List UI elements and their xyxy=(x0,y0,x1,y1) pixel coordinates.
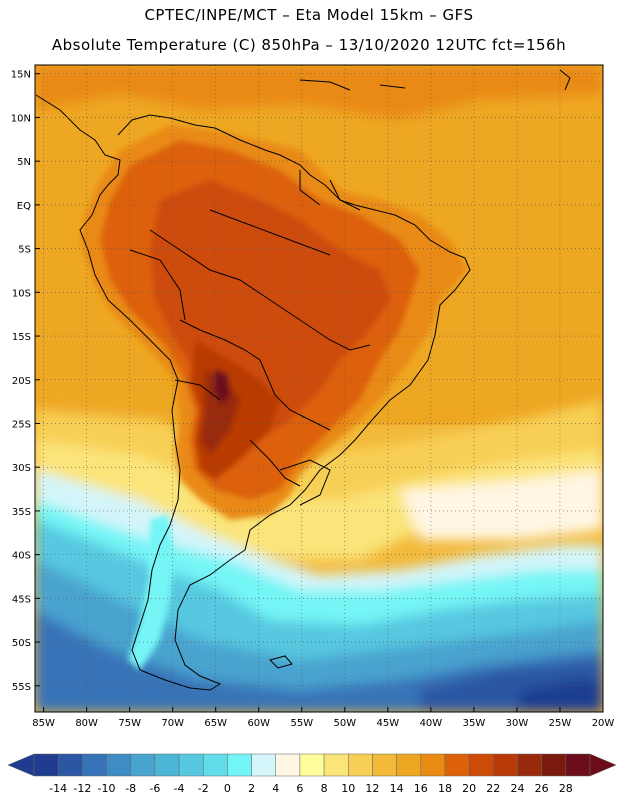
colorbar-swatch xyxy=(444,753,470,777)
colorbar-tick-label: 14 xyxy=(390,782,404,795)
lat-label: 5S xyxy=(18,245,31,256)
colorbar-tick-label: 6 xyxy=(296,782,303,795)
colorbar-min-arrow xyxy=(7,753,35,777)
colorbar-tick-label: -10 xyxy=(98,782,116,795)
lat-label: EQ xyxy=(17,201,31,212)
lon-label: 20W xyxy=(592,718,615,729)
lon-label: 55W xyxy=(290,718,313,729)
colorbar-swatch xyxy=(323,753,349,777)
lat-label: 20S xyxy=(12,376,31,387)
temperature-field xyxy=(35,65,603,712)
colorbar-tick-label: 8 xyxy=(321,782,328,795)
lat-label: 45S xyxy=(12,594,31,605)
lon-label: 60W xyxy=(247,718,270,729)
colorbar-swatch xyxy=(57,753,83,777)
colorbar-tick-label: -6 xyxy=(149,782,160,795)
colorbar-tick-label: 0 xyxy=(224,782,231,795)
colorbar-swatch xyxy=(202,753,228,777)
colorbar-swatch xyxy=(251,753,276,777)
colorbar-tick-label: 10 xyxy=(341,782,355,795)
lat-label: 5N xyxy=(17,157,31,168)
colorbar-swatch xyxy=(82,753,107,777)
colorbar-swatch xyxy=(420,753,446,777)
lat-label: 15N xyxy=(11,70,31,81)
colorbar-tick-label: 24 xyxy=(510,782,524,795)
colorbar-tick-label: 18 xyxy=(438,782,452,795)
lat-label: 30S xyxy=(12,463,31,474)
colorbar-swatch xyxy=(106,753,131,777)
colorbar-swatch xyxy=(154,753,180,777)
colorbar: -14 -12 -10 -8 -6 -4 -2 0 2 4 6 8 10 12 14 16 18 20 22 24 26… xyxy=(7,753,617,795)
map-title: CPTEC/INPE/MCT – Eta Model 15km – GFS xyxy=(144,6,474,24)
colorbar-max-arrow xyxy=(589,753,617,777)
colorbar-tick-label: 4 xyxy=(272,782,279,795)
lat-label: 40S xyxy=(12,551,31,562)
colorbar-tick-label: 2 xyxy=(248,782,255,795)
lon-label: 85W xyxy=(32,718,55,729)
colorbar-tick-label: 20 xyxy=(462,782,476,795)
graticule xyxy=(35,65,604,712)
lon-label: 50W xyxy=(334,718,357,729)
lon-label: 30W xyxy=(506,718,529,729)
colorbar-swatch xyxy=(517,753,542,777)
colorbar-tick-label: -12 xyxy=(73,782,91,795)
colorbar-tick-label: 16 xyxy=(414,782,428,795)
lat-label: 10N xyxy=(11,113,31,124)
colorbar-swatch xyxy=(299,753,325,777)
lon-label: 40W xyxy=(420,718,443,729)
lon-label: 65W xyxy=(204,718,227,729)
colorbar-swatch xyxy=(396,753,422,777)
lat-label: 50S xyxy=(12,638,31,649)
colorbar-swatch xyxy=(178,753,204,777)
lon-label: 70W xyxy=(161,718,184,729)
colorbar-swatch xyxy=(565,753,591,777)
colorbar-swatch xyxy=(130,753,156,777)
colorbar-swatch xyxy=(348,753,373,777)
colorbar-swatch xyxy=(372,753,397,777)
lon-label: 80W xyxy=(75,718,98,729)
lat-label: 15S xyxy=(12,332,31,343)
latitude-labels: 15N 10N 5N EQ 5S 10S 15S 20S 25S 30S 35S 40S 45S 50S 5… xyxy=(11,70,40,693)
colorbar-swatch xyxy=(468,753,494,777)
lon-label: 75W xyxy=(118,718,141,729)
lat-label: 25S xyxy=(12,419,31,430)
colorbar-tick-label: -2 xyxy=(198,782,209,795)
coastline xyxy=(35,69,571,691)
map-frame xyxy=(34,64,604,713)
colorbar-swatch xyxy=(493,753,518,777)
colorbar-tick-label: 28 xyxy=(559,782,573,795)
lat-label: 10S xyxy=(12,288,31,299)
map-subtitle: Absolute Temperature (C) 850hPa – 13/10/… xyxy=(51,36,567,54)
lat-label: 55S xyxy=(12,682,31,693)
lon-label: 45W xyxy=(377,718,400,729)
colorbar-swatch xyxy=(541,753,567,777)
colorbar-tick-label: -4 xyxy=(174,782,185,795)
colorbar-tick-label: 22 xyxy=(486,782,500,795)
colorbar-tick-label: -8 xyxy=(125,782,136,795)
colorbar-tick-label: -14 xyxy=(49,782,67,795)
lat-label: 35S xyxy=(12,507,31,518)
colorbar-tick-label: 12 xyxy=(365,782,379,795)
colorbar-swatch xyxy=(227,753,252,777)
lon-label: 25W xyxy=(549,718,572,729)
lon-label: 35W xyxy=(463,718,486,729)
colorbar-swatch xyxy=(33,753,59,777)
colorbar-tick-label: 26 xyxy=(535,782,549,795)
colorbar-swatch xyxy=(275,753,301,777)
longitude-labels: 85W 80W 75W 70W 65W 60W 55W 50W 45W 40W 35W 30W 25W 2… xyxy=(32,707,614,729)
